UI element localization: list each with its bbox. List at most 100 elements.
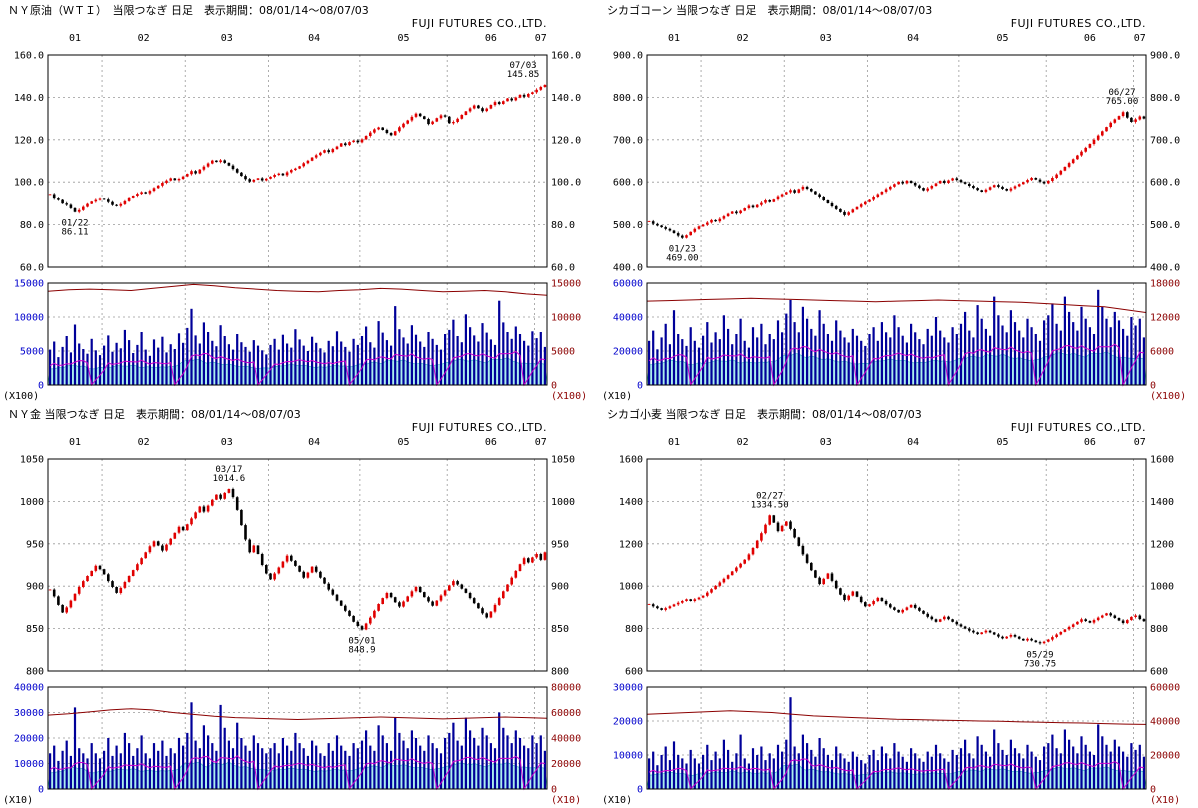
svg-text:400.0: 400.0 bbox=[1150, 263, 1180, 274]
svg-text:765.00: 765.00 bbox=[1106, 97, 1139, 107]
gridlines bbox=[647, 55, 1146, 385]
svg-text:(X10): (X10) bbox=[551, 795, 581, 806]
ny-gold-candlestick-chart: 01 02 03 04 05 06 07 1050 1050 1000 1000 950 950 900 9… bbox=[3, 437, 581, 807]
svg-text:80.0: 80.0 bbox=[551, 220, 575, 231]
svg-text:60.0: 60.0 bbox=[20, 263, 44, 274]
chart-title: ＮＹ原油（ＷＴＩ） 当限つなぎ 日足 表示期間：08/01/14～08/07/0… bbox=[8, 4, 369, 17]
svg-text:900: 900 bbox=[26, 582, 44, 593]
svg-text:05: 05 bbox=[398, 33, 410, 44]
svg-text:03: 03 bbox=[820, 437, 832, 448]
svg-text:04: 04 bbox=[308, 437, 320, 448]
svg-text:04: 04 bbox=[907, 33, 919, 44]
svg-text:5000: 5000 bbox=[20, 347, 44, 358]
svg-text:05: 05 bbox=[997, 33, 1009, 44]
svg-text:07: 07 bbox=[535, 33, 547, 44]
svg-text:1000: 1000 bbox=[551, 497, 575, 508]
svg-text:05/01: 05/01 bbox=[348, 637, 375, 647]
svg-text:20000: 20000 bbox=[613, 717, 643, 728]
svg-text:1000: 1000 bbox=[619, 582, 643, 593]
svg-text:5000: 5000 bbox=[551, 347, 575, 358]
svg-text:07: 07 bbox=[1134, 33, 1146, 44]
svg-text:03: 03 bbox=[221, 437, 233, 448]
price-chart-border bbox=[47, 458, 548, 672]
svg-text:03: 03 bbox=[820, 33, 832, 44]
svg-text:1200: 1200 bbox=[1150, 539, 1174, 550]
volume-chart-border bbox=[646, 686, 1147, 790]
svg-text:1014.6: 1014.6 bbox=[213, 474, 246, 484]
svg-text:06: 06 bbox=[1084, 33, 1096, 44]
candlesticks bbox=[48, 487, 547, 631]
company-name: FUJI FUTURES CO.,LTD. bbox=[411, 421, 547, 434]
svg-text:848.9: 848.9 bbox=[348, 646, 375, 656]
svg-text:18000: 18000 bbox=[1150, 279, 1180, 290]
svg-text:(X10): (X10) bbox=[602, 795, 632, 806]
svg-text:600: 600 bbox=[1150, 667, 1168, 678]
svg-text:05: 05 bbox=[398, 437, 410, 448]
svg-text:600: 600 bbox=[625, 667, 643, 678]
panel-chicago-corn: シカゴコーン 当限つなぎ 日足 表示期間：08/01/14～08/07/03 F… bbox=[599, 0, 1198, 404]
svg-text:10000: 10000 bbox=[613, 751, 643, 762]
svg-text:500.0: 500.0 bbox=[1150, 220, 1180, 231]
svg-text:02/27: 02/27 bbox=[756, 491, 783, 501]
svg-text:01: 01 bbox=[668, 33, 680, 44]
svg-text:02: 02 bbox=[737, 437, 749, 448]
month-axis: 01 02 03 04 05 06 07 bbox=[668, 33, 1146, 44]
chart-title: シカゴコーン 当限つなぎ 日足 表示期間：08/01/14～08/07/03 bbox=[607, 4, 933, 17]
month-axis: 01 02 03 04 05 06 07 bbox=[668, 437, 1146, 448]
volume-area bbox=[646, 351, 1147, 386]
svg-text:100.0: 100.0 bbox=[551, 178, 581, 189]
svg-text:100.0: 100.0 bbox=[14, 178, 44, 189]
svg-text:(X10): (X10) bbox=[1150, 795, 1180, 806]
svg-text:40000: 40000 bbox=[551, 734, 581, 745]
svg-text:0: 0 bbox=[637, 785, 643, 796]
svg-text:20000: 20000 bbox=[551, 759, 581, 770]
svg-text:145.85: 145.85 bbox=[507, 70, 540, 80]
svg-text:06/27: 06/27 bbox=[1108, 88, 1135, 98]
chicago-wheat-candlestick-chart: 01 02 03 04 05 06 07 1600 1600 1400 1400 1200 1200 10… bbox=[602, 437, 1180, 807]
svg-text:30000: 30000 bbox=[14, 708, 44, 719]
volume-ma-line bbox=[648, 343, 1145, 387]
svg-text:800: 800 bbox=[26, 667, 44, 678]
price-axis: 160.0 160.0 140.0 140.0 120.0 120.0 100.0 100.0… bbox=[14, 51, 581, 274]
svg-text:0: 0 bbox=[1150, 381, 1156, 392]
svg-text:160.0: 160.0 bbox=[551, 51, 581, 62]
svg-text:0: 0 bbox=[551, 381, 557, 392]
svg-text:03: 03 bbox=[221, 33, 233, 44]
price-axis: 1600 1600 1400 1400 1200 1200 1000 1000 800 800 60… bbox=[619, 455, 1174, 678]
svg-text:400.0: 400.0 bbox=[613, 263, 643, 274]
svg-text:06: 06 bbox=[1084, 437, 1096, 448]
svg-text:700.0: 700.0 bbox=[613, 135, 643, 146]
volume-axes: 4000030000200001000008000060000400002000… bbox=[3, 683, 581, 807]
svg-text:600.0: 600.0 bbox=[1150, 178, 1180, 189]
svg-text:04: 04 bbox=[308, 33, 320, 44]
svg-text:1400: 1400 bbox=[1150, 497, 1174, 508]
svg-text:06: 06 bbox=[485, 33, 497, 44]
svg-text:80000: 80000 bbox=[551, 683, 581, 694]
candlesticks bbox=[647, 514, 1146, 645]
svg-text:800: 800 bbox=[551, 667, 569, 678]
svg-text:6000: 6000 bbox=[1150, 347, 1174, 358]
svg-text:469.00: 469.00 bbox=[666, 254, 699, 264]
price-chart-border bbox=[47, 54, 548, 268]
open-interest-line bbox=[47, 708, 548, 721]
svg-text:800: 800 bbox=[625, 624, 643, 635]
volume-chart-border bbox=[47, 282, 548, 386]
svg-text:1600: 1600 bbox=[619, 455, 643, 466]
svg-text:40000: 40000 bbox=[14, 683, 44, 694]
panel-ny-crude-oil-wti: ＮＹ原油（ＷＴＩ） 当限つなぎ 日足 表示期間：08/01/14～08/07/0… bbox=[0, 0, 599, 404]
svg-text:(X10): (X10) bbox=[3, 795, 33, 806]
svg-text:950: 950 bbox=[26, 539, 44, 550]
chart-title: ＮＹ金 当限つなぎ 日足 表示期間：08/01/14～08/07/03 bbox=[8, 408, 301, 421]
svg-text:07: 07 bbox=[535, 437, 547, 448]
svg-text:120.0: 120.0 bbox=[551, 135, 581, 146]
svg-text:1200: 1200 bbox=[619, 539, 643, 550]
chart-title: シカゴ小麦 当限つなぎ 日足 表示期間：08/01/14～08/07/03 bbox=[607, 408, 922, 421]
svg-text:1000: 1000 bbox=[1150, 582, 1174, 593]
svg-text:40000: 40000 bbox=[613, 313, 643, 324]
svg-text:600.0: 600.0 bbox=[613, 178, 643, 189]
